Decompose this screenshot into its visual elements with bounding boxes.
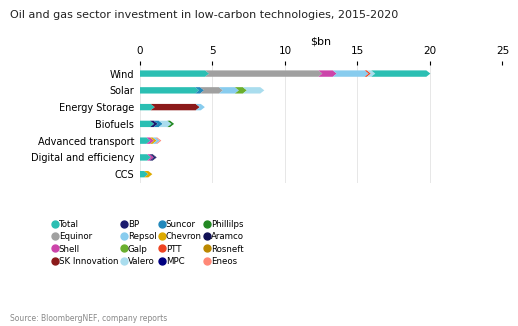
Polygon shape	[150, 121, 157, 127]
Polygon shape	[200, 87, 223, 94]
Polygon shape	[147, 138, 154, 144]
Polygon shape	[151, 104, 200, 110]
Polygon shape	[140, 121, 154, 127]
Polygon shape	[219, 87, 239, 94]
Polygon shape	[140, 138, 150, 144]
Polygon shape	[140, 87, 199, 94]
Polygon shape	[147, 154, 154, 161]
Polygon shape	[167, 121, 174, 127]
Polygon shape	[365, 70, 371, 77]
Polygon shape	[140, 154, 151, 161]
Polygon shape	[235, 87, 247, 94]
Polygon shape	[371, 70, 430, 77]
Polygon shape	[159, 121, 171, 127]
Polygon shape	[196, 104, 205, 110]
Polygon shape	[154, 121, 163, 127]
Polygon shape	[205, 70, 322, 77]
Polygon shape	[150, 138, 156, 144]
Polygon shape	[195, 87, 204, 94]
Polygon shape	[333, 70, 369, 77]
Polygon shape	[150, 154, 155, 161]
Text: Source: BloombergNEF, company reports: Source: BloombergNEF, company reports	[10, 314, 168, 323]
Text: Oil and gas sector investment in low-carbon technologies, 2015-2020: Oil and gas sector investment in low-car…	[10, 10, 399, 20]
Polygon shape	[140, 104, 155, 110]
Polygon shape	[153, 138, 160, 144]
Legend: Total, Equinor, Shell, SK Innovation, BP, Repsol, Galp, Valero, Suncor, Chevron,: Total, Equinor, Shell, SK Innovation, BP…	[53, 220, 244, 266]
Polygon shape	[318, 70, 337, 77]
Polygon shape	[243, 87, 264, 94]
Polygon shape	[367, 70, 375, 77]
Polygon shape	[140, 70, 209, 77]
Polygon shape	[144, 171, 152, 177]
Polygon shape	[140, 171, 148, 177]
Polygon shape	[151, 154, 156, 161]
X-axis label: $bn: $bn	[311, 37, 332, 47]
Polygon shape	[156, 138, 161, 144]
